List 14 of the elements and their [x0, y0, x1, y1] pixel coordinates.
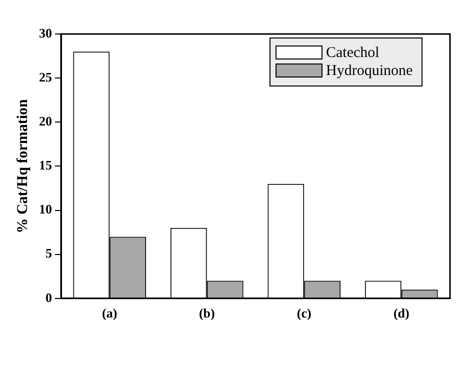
x-tick-label: (b)	[198, 306, 215, 321]
y-axis-title: % Cat/Hq formation	[14, 98, 31, 234]
legend-label: Catechol	[326, 44, 380, 61]
x-tick-label: (c)	[296, 306, 312, 321]
y-tick-label: 15	[39, 158, 52, 173]
y-tick-label: 0	[46, 290, 52, 305]
x-tick-label: (a)	[102, 306, 118, 321]
y-tick-label: 5	[46, 246, 52, 261]
y-tick-label: 10	[39, 202, 52, 217]
x-tick-label: (d)	[393, 306, 410, 321]
y-tick-label: 25	[39, 69, 52, 84]
y-tick-label: 30	[39, 25, 52, 40]
y-tick-label: 20	[39, 113, 52, 128]
legend-label: Hydroquinone	[326, 62, 413, 79]
